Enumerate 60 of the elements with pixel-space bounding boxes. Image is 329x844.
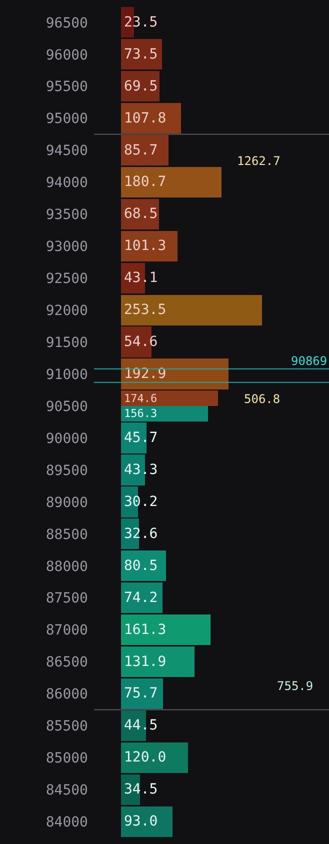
data-label: 161.3: [124, 622, 166, 638]
y-tick-label: 87500: [46, 590, 88, 607]
y-tick-label: 91500: [46, 334, 88, 351]
y-tick-label: 90500: [46, 398, 88, 415]
data-label: 120.0: [124, 750, 166, 766]
y-tick-label: 93000: [46, 239, 88, 256]
y-tick-label: 84500: [46, 782, 88, 799]
data-label: 80.5: [124, 558, 158, 574]
data-label: 30.2: [124, 494, 158, 510]
y-tick-label: 92500: [46, 271, 88, 288]
data-label: 156.3: [124, 407, 158, 420]
y-tick-label: 91000: [46, 366, 88, 383]
data-label: 45.7: [124, 430, 158, 446]
data-label: 101.3: [124, 238, 166, 254]
data-label: 44.5: [124, 718, 158, 734]
data-label: 107.8: [124, 110, 166, 126]
data-label: 131.9: [124, 654, 166, 670]
y-tick-label: 94500: [46, 143, 88, 160]
y-tick-label: 88500: [46, 526, 88, 543]
annotation: 1262.7: [237, 154, 280, 168]
bar: [121, 678, 164, 710]
ref-line-label: 90869: [291, 354, 328, 368]
data-label: 32.6: [124, 526, 158, 542]
y-tick-label: 93500: [46, 207, 88, 224]
y-tick-label: 86000: [46, 686, 88, 703]
data-label: 68.5: [124, 206, 158, 222]
y-tick-label: 88000: [46, 558, 88, 575]
y-tick-label: 95500: [46, 79, 88, 96]
text: 755.9: [277, 679, 314, 693]
bar: [121, 806, 173, 837]
y-tick-label: 85500: [46, 718, 88, 735]
data-label: 74.2: [124, 590, 158, 606]
bar: [121, 358, 228, 390]
data-label: 93.0: [124, 814, 158, 830]
data-label: 34.5: [124, 782, 158, 798]
bar: [121, 294, 262, 326]
data-label: 23.5: [124, 14, 158, 30]
data-label: 253.5: [124, 302, 166, 318]
data-label: 43.3: [124, 462, 158, 478]
data-label: 85.7: [124, 142, 158, 158]
data-label: 180.7: [124, 174, 166, 190]
y-tick-label: 94000: [46, 175, 88, 192]
y-tick-label: 89500: [46, 462, 88, 479]
y-tick-label: 95000: [46, 111, 88, 128]
annotation: 506.8: [244, 392, 280, 406]
y-tick-label: 84000: [46, 814, 88, 831]
y-tick-label: 96500: [46, 15, 88, 32]
data-label: 69.5: [124, 78, 158, 94]
y-tick-label: 87000: [46, 622, 88, 639]
bar: [121, 742, 188, 774]
data-label: 174.6: [124, 392, 158, 405]
bar: [121, 166, 222, 198]
y-tick-label: 86500: [46, 654, 88, 671]
y-tick-label: 96000: [46, 47, 88, 64]
y-tick-label: 85000: [46, 750, 88, 767]
y-tick-label: 90000: [46, 430, 88, 447]
data-label: 75.7: [124, 686, 158, 702]
y-tick-label: 92000: [46, 303, 88, 320]
data-label: 73.5: [124, 46, 158, 62]
y-tick-label: 89000: [46, 494, 88, 511]
